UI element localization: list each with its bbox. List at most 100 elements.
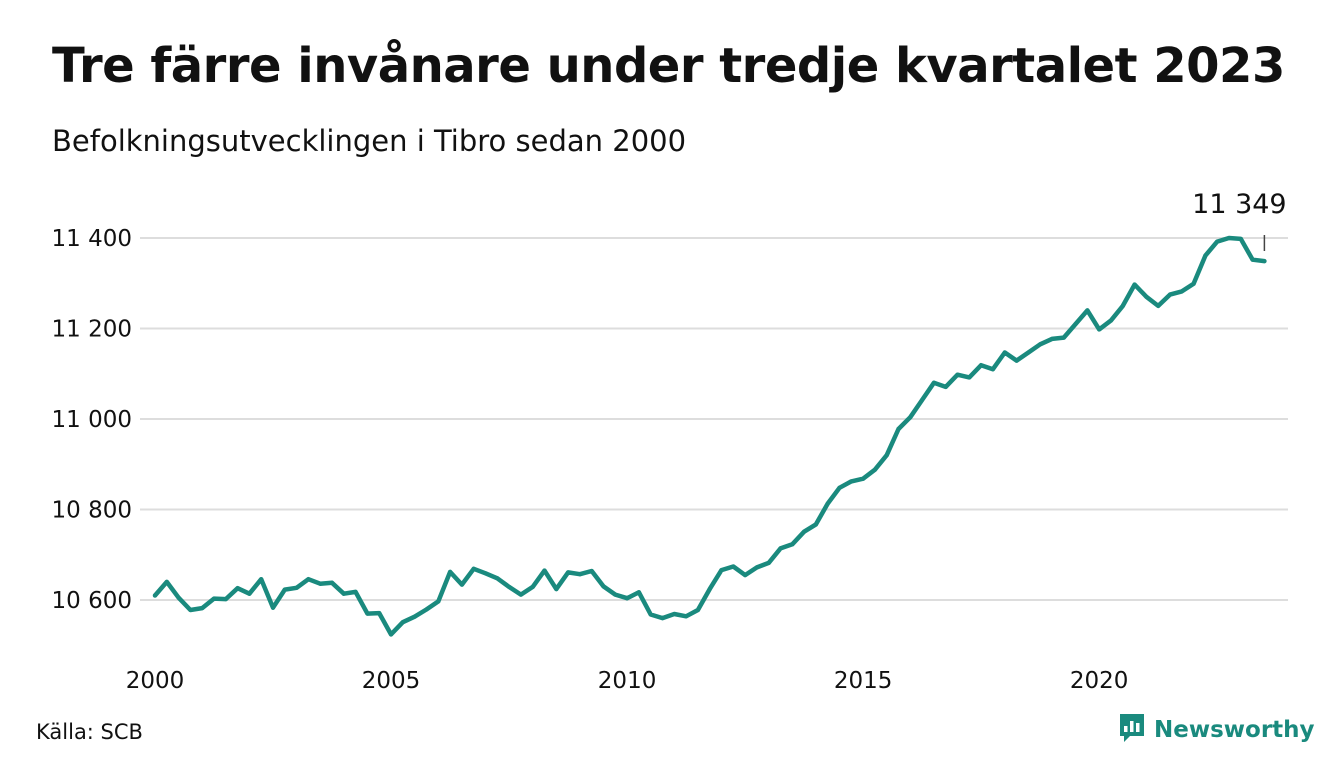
- data-point: [766, 560, 771, 565]
- y-tick-label: 11 200: [52, 317, 132, 343]
- data-point: [990, 367, 995, 372]
- data-point: [495, 576, 500, 581]
- data-point: [660, 616, 665, 621]
- data-point: [1120, 303, 1125, 308]
- chart-subtitle: Befolkningsutvecklingen i Tibro sedan 20…: [52, 124, 687, 158]
- data-point: [530, 584, 535, 589]
- data-point: [294, 585, 299, 590]
- data-point: [979, 363, 984, 368]
- data-point: [1061, 335, 1066, 340]
- data-point: [920, 398, 925, 402]
- data-point: [802, 529, 807, 534]
- data-point: [188, 608, 193, 612]
- data-point: [1227, 236, 1231, 240]
- data-point: [459, 582, 464, 587]
- data-point: [448, 569, 453, 574]
- data-point: [648, 612, 653, 617]
- data-point: [695, 608, 700, 612]
- newsworthy-logo-text: Newsworthy: [1154, 717, 1315, 743]
- data-point: [943, 384, 948, 389]
- data-point: [825, 501, 830, 506]
- chart-title: Tre färre invånare under tredje kvartale…: [52, 38, 1285, 94]
- data-point: [908, 415, 913, 420]
- x-tick-label: 2015: [834, 668, 893, 694]
- data-point: [353, 589, 358, 594]
- data-point: [813, 522, 818, 527]
- data-point: [743, 573, 748, 578]
- x-tick-label: 2020: [1070, 668, 1129, 694]
- data-point: [1132, 282, 1137, 287]
- data-point: [1038, 342, 1043, 347]
- data-point: [1050, 336, 1054, 341]
- population-line: [152, 235, 1267, 637]
- data-point: [153, 593, 157, 598]
- x-tick-label: 2000: [126, 668, 185, 694]
- data-point: [176, 595, 181, 600]
- data-point: [330, 580, 334, 585]
- data-point: [589, 569, 594, 573]
- data-point: [271, 605, 275, 610]
- grid-lines: [140, 237, 1288, 601]
- data-point: [1097, 327, 1102, 332]
- data-point: [282, 587, 287, 592]
- data-point: [884, 453, 889, 458]
- y-tick-label: 11 000: [52, 407, 132, 433]
- data-point: [1215, 239, 1220, 244]
- newsworthy-logo[interactable]: Newsworthy: [1118, 712, 1315, 748]
- data-point: [967, 375, 972, 380]
- data-point: [1179, 289, 1184, 294]
- data-point: [1002, 350, 1007, 355]
- data-points: [153, 236, 1267, 637]
- data-point: [235, 586, 240, 591]
- y-tick-label: 11 400: [52, 226, 132, 252]
- data-point: [1156, 303, 1161, 308]
- data-point: [1191, 281, 1196, 286]
- data-point: [518, 592, 523, 597]
- x-tick-label: 2005: [362, 668, 421, 694]
- data-point: [719, 568, 724, 573]
- data-point: [566, 570, 571, 575]
- data-point: [341, 591, 346, 596]
- data-point: [483, 571, 488, 576]
- data-point: [849, 479, 854, 484]
- data-point: [554, 587, 559, 592]
- data-point: [164, 579, 169, 584]
- data-point: [424, 607, 429, 612]
- newsworthy-logo-icon: [1118, 712, 1146, 748]
- data-point: [861, 476, 866, 481]
- data-point: [837, 485, 842, 490]
- data-point: [412, 614, 417, 619]
- data-point: [613, 592, 618, 597]
- data-point: [955, 372, 960, 377]
- data-point: [200, 606, 205, 611]
- data-point: [389, 632, 393, 637]
- y-tick-label: 10 600: [52, 588, 132, 614]
- data-point: [400, 620, 405, 625]
- data-point: [1203, 253, 1208, 258]
- data-point: [377, 611, 382, 616]
- y-axis-tick-labels: 10 600 10 800 11 000 11 200 11 400: [52, 226, 132, 614]
- data-point: [684, 614, 689, 619]
- data-point: [223, 597, 228, 602]
- y-tick-label: 10 800: [52, 498, 132, 524]
- data-point: [1109, 318, 1113, 323]
- data-point: [1238, 236, 1243, 241]
- data-point: [707, 587, 712, 592]
- data-point: [259, 577, 264, 582]
- data-point: [931, 380, 936, 385]
- data-point: [1250, 257, 1255, 262]
- data-point: [507, 584, 512, 589]
- data-point: [790, 542, 795, 547]
- data-point: [1144, 294, 1149, 299]
- x-axis-tick-labels: 2000 2005 2010 2015 2020: [126, 668, 1129, 694]
- data-point: [247, 591, 252, 596]
- data-point: [577, 572, 582, 577]
- data-point: [318, 581, 323, 586]
- data-point: [601, 584, 606, 589]
- data-point: [754, 565, 759, 570]
- data-point: [672, 612, 677, 616]
- data-point: [872, 467, 877, 472]
- data-point: [636, 590, 641, 595]
- data-point: [1073, 322, 1078, 326]
